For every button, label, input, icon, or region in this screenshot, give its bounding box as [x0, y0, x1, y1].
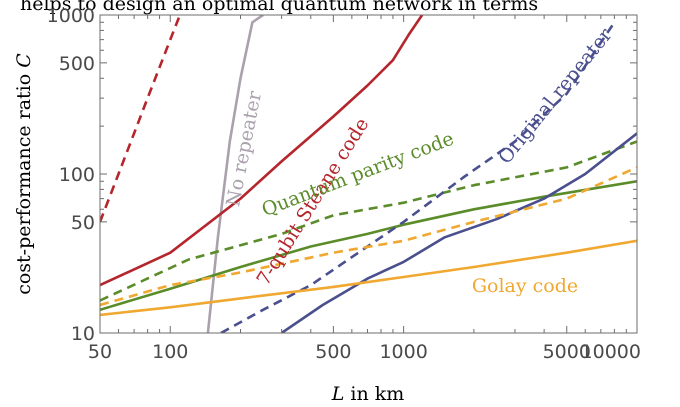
- series-label-5: Original repeater: [494, 23, 617, 168]
- x-axis-label-rest: in km: [344, 383, 404, 405]
- series-line-1: [100, 15, 424, 287]
- series-line-6: [280, 132, 637, 333]
- x-tick-label: 10000: [581, 341, 641, 363]
- series-line-2: [100, 15, 182, 223]
- y-tick-label: 1000: [47, 5, 95, 27]
- y-axis-label-main: cost-performance ratio: [13, 68, 35, 295]
- x-tick-label: 1000: [379, 341, 427, 363]
- y-tick-label: 100: [59, 164, 95, 186]
- series-line-8: [100, 239, 637, 317]
- x-tick-label: 100: [152, 341, 188, 363]
- y-tick-label: 50: [71, 212, 95, 234]
- y-tick-label: 500: [59, 53, 95, 75]
- series-line-3: [100, 140, 637, 302]
- y-axis-label: cost-performance ratio C: [13, 53, 35, 295]
- x-tick-label: 5000: [543, 341, 591, 363]
- series-line-5: [220, 21, 616, 333]
- series-label-8: Golay code: [472, 275, 578, 297]
- x-tick-label: 500: [315, 341, 351, 363]
- x-tick-label: 50: [88, 341, 112, 363]
- x-axis-label: L in km: [331, 383, 405, 405]
- y-tick-label: 10: [71, 323, 95, 345]
- series-line-7: [100, 166, 637, 307]
- header-text: helps to design an optimal quantum netwo…: [20, 0, 538, 15]
